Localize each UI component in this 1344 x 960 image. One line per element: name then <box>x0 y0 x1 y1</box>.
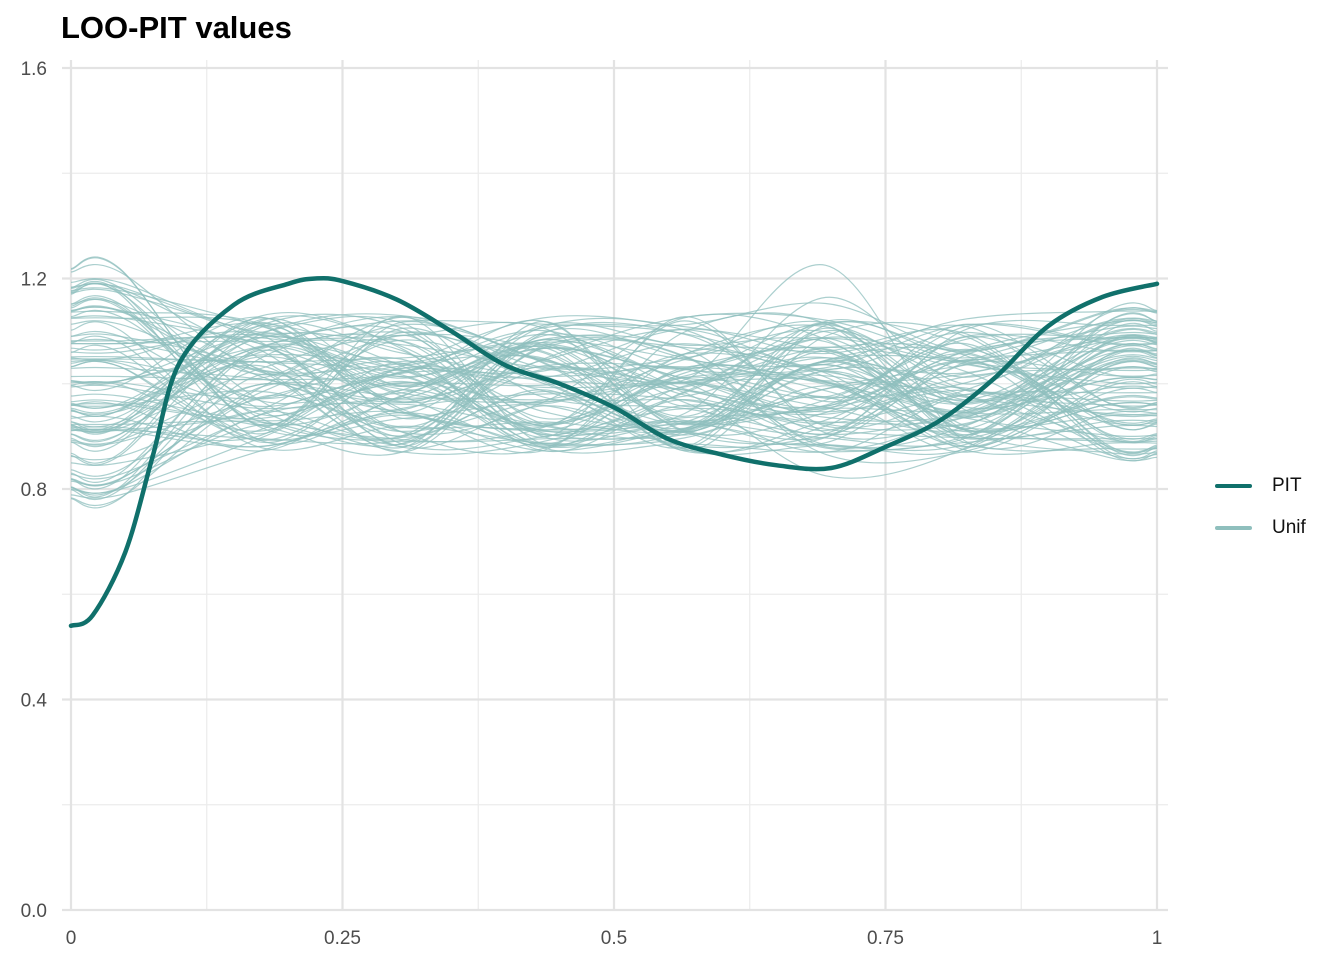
unif-line <box>70 319 1158 496</box>
unif-line <box>70 319 1158 477</box>
unif-line <box>70 310 1158 480</box>
x-tick-label: 0 <box>66 928 77 949</box>
y-tick-label: 1.6 <box>21 59 47 80</box>
unif-line <box>70 313 1158 460</box>
unif-line <box>70 334 1158 461</box>
unif-line <box>70 354 1158 448</box>
x-tick-label: 0.5 <box>601 928 627 949</box>
unif-line <box>70 287 1158 436</box>
unif-line <box>70 325 1158 442</box>
legend-key-pit <box>1212 465 1256 507</box>
y-tick-label: 0.4 <box>21 691 48 712</box>
unif-line <box>70 278 1158 437</box>
chart-title: LOO-PIT values <box>61 10 292 45</box>
unif-line <box>70 318 1158 403</box>
unif-line <box>70 311 1158 453</box>
x-tick-label: 0.75 <box>867 928 904 949</box>
legend: PIT Unif <box>1212 465 1306 549</box>
x-tick-label: 0.25 <box>324 928 361 949</box>
unif-line <box>70 346 1158 453</box>
y-tick-label: 1.2 <box>21 270 47 291</box>
pit-line-group <box>68 275 1160 629</box>
unif-line <box>70 315 1158 466</box>
unif-line <box>70 282 1158 445</box>
unif-line <box>70 354 1158 453</box>
unif-line <box>70 333 1158 452</box>
x-axis-ticks: 0 0.25 0.5 0.75 1 <box>66 928 1163 949</box>
unif-line <box>70 283 1158 443</box>
legend-item-unif: Unif <box>1212 507 1306 549</box>
unif-line <box>70 330 1158 433</box>
y-tick-label: 0.0 <box>21 901 47 922</box>
unif-line <box>70 297 1158 443</box>
unif-line <box>70 306 1158 426</box>
unif-line <box>70 337 1158 464</box>
unif-line <box>70 320 1158 454</box>
y-axis-ticks: 0.0 0.4 0.8 1.2 1.6 <box>21 59 48 922</box>
major-gridlines <box>62 60 1168 912</box>
legend-item-pit: PIT <box>1212 465 1306 507</box>
unif-line <box>70 332 1158 462</box>
unif-reference-lines <box>70 256 1158 509</box>
y-tick-label: 0.8 <box>21 480 47 501</box>
unif-line <box>70 343 1158 483</box>
x-tick-label: 1 <box>1152 928 1163 949</box>
unif-line <box>70 305 1158 431</box>
legend-key-unif <box>1212 507 1256 549</box>
pit-line <box>68 275 1160 629</box>
unif-line <box>70 321 1158 448</box>
legend-label-pit: PIT <box>1272 475 1302 496</box>
unif-line <box>70 338 1158 452</box>
legend-label-unif: Unif <box>1272 517 1306 538</box>
unif-line <box>70 315 1158 448</box>
